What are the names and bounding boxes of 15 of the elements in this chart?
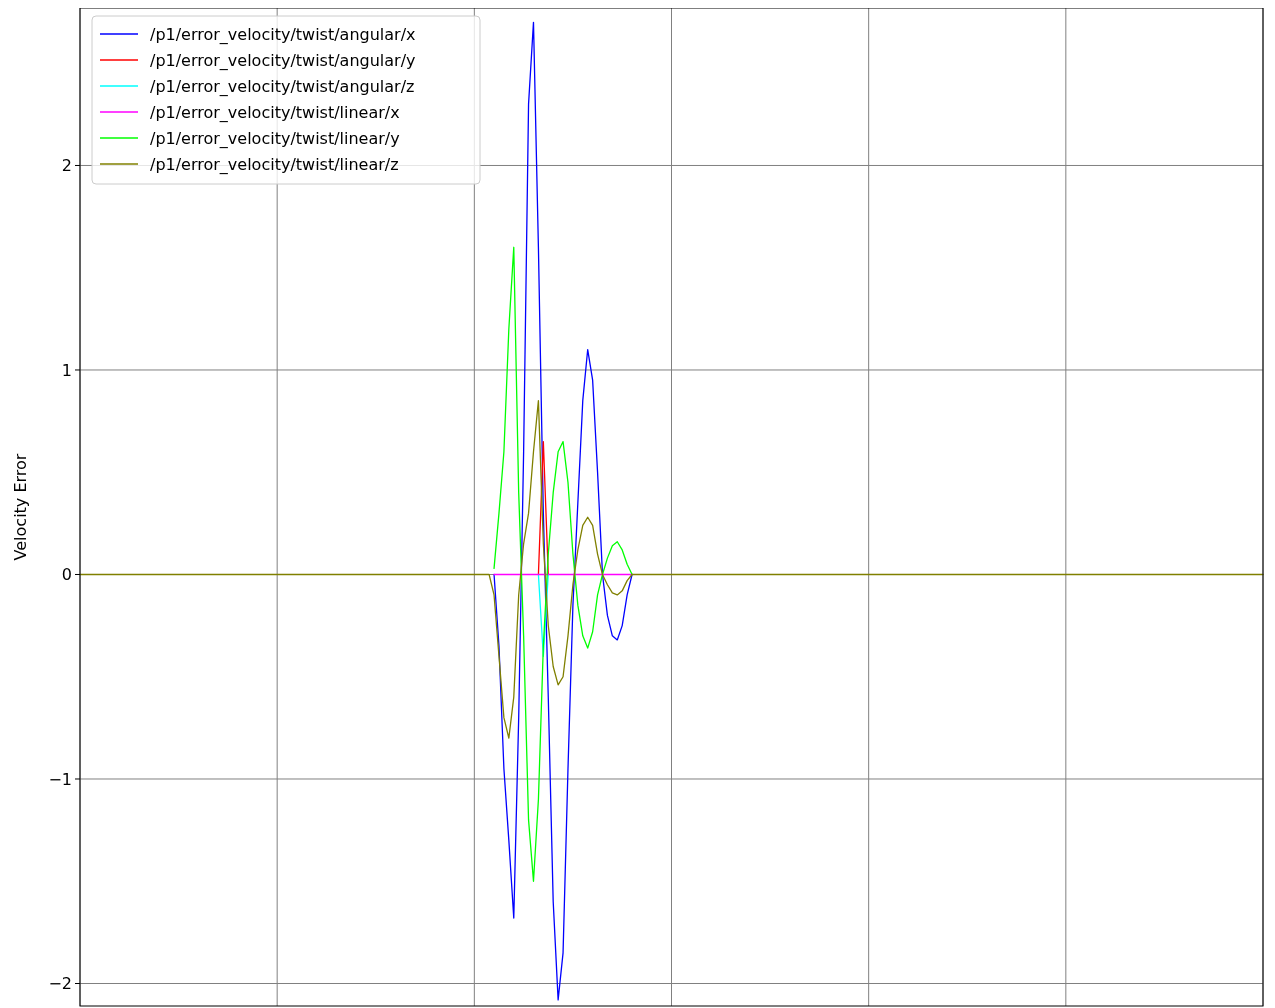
y-tick-label: 1	[61, 360, 72, 380]
legend-label: /p1/error_velocity/twist/linear/z	[150, 154, 399, 175]
y-axis-title: Velocity Error	[11, 453, 30, 561]
line-series	[493, 21, 633, 1001]
y-tick-label: −1	[48, 769, 72, 789]
legend-label: /p1/error_velocity/twist/angular/x	[150, 24, 416, 45]
legend-label: /p1/error_velocity/twist/linear/x	[150, 102, 400, 123]
y-tick-label: −2	[48, 974, 72, 994]
y-tick-label: 0	[61, 565, 72, 585]
legend-label: /p1/error_velocity/twist/angular/y	[150, 50, 416, 71]
line-series	[79, 400, 1264, 739]
legend-label: /p1/error_velocity/twist/linear/y	[150, 128, 400, 149]
legend-label: /p1/error_velocity/twist/angular/z	[150, 76, 415, 97]
y-tick-label: 2	[61, 156, 72, 176]
line-series	[493, 246, 633, 882]
